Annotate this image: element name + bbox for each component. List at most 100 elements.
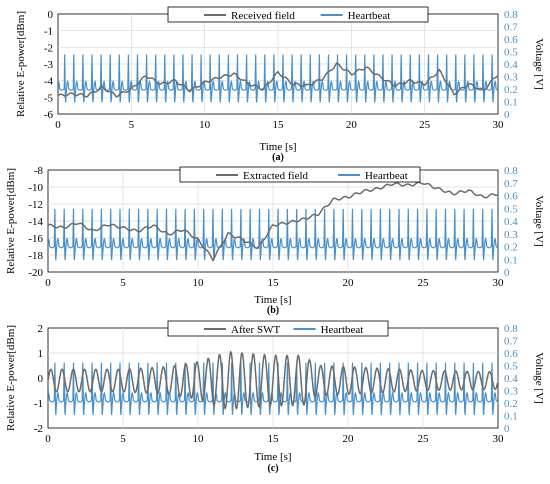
y-tick-label-left: -1 bbox=[34, 398, 43, 410]
y-tick-label-left: -16 bbox=[28, 233, 43, 245]
x-tick-label: 0 bbox=[45, 433, 51, 445]
y-tick-label-right: 0.3 bbox=[504, 72, 518, 84]
legend-box bbox=[179, 166, 421, 183]
y-tick-label-left: -5 bbox=[44, 92, 54, 104]
series-field bbox=[48, 350, 498, 410]
x-tick-label: 20 bbox=[343, 277, 355, 289]
chart-panel-b: 0 5 10 15 20 25 30-8-10-12-14-16-18-200.80.70.… bbox=[5, 165, 545, 316]
y-tick-label-right: 0.7 bbox=[504, 22, 518, 34]
x-tick-label: 15 bbox=[268, 433, 280, 445]
y-tick-label-right: 0 bbox=[504, 109, 510, 121]
y-tick-label-left: -2 bbox=[44, 42, 53, 54]
y-axis-title-right: Voltage [V] bbox=[533, 38, 545, 89]
panel-caption: (c) bbox=[267, 463, 278, 474]
x-tick-label: 25 bbox=[419, 119, 431, 131]
legend-label-field: After SWT bbox=[231, 324, 280, 336]
legend-label-heartbeat: Heartbeat bbox=[365, 170, 408, 182]
y-tick-label-right: 0.3 bbox=[504, 229, 518, 241]
y-tick-label-right: 0.4 bbox=[504, 216, 518, 228]
x-tick-label: 30 bbox=[493, 119, 505, 131]
y-tick-label-right: 0.6 bbox=[504, 348, 518, 360]
x-tick-label: 0 bbox=[55, 119, 61, 131]
y-tick-label-right: 0.4 bbox=[504, 59, 518, 71]
panel-caption: (a) bbox=[272, 152, 284, 163]
legend-box bbox=[167, 6, 429, 23]
y-tick-label-right: 0.2 bbox=[504, 84, 518, 96]
y-tick-label-left: 0 bbox=[48, 9, 54, 21]
x-axis-title: Time [s] bbox=[254, 294, 291, 306]
y-tick-label-right: 0.6 bbox=[504, 34, 518, 46]
x-tick-label: 5 bbox=[120, 277, 126, 289]
y-tick-label-right: 0.8 bbox=[504, 165, 518, 177]
y-tick-label-right: 0.5 bbox=[504, 361, 518, 373]
y-axis-title-right: Voltage [V] bbox=[533, 195, 545, 246]
y-tick-label-right: 0.6 bbox=[504, 191, 518, 203]
y-tick-label-left: -20 bbox=[28, 267, 43, 279]
y-tick-label-right: 0.7 bbox=[504, 178, 518, 190]
y-tick-label-left: -18 bbox=[28, 250, 43, 262]
y-axis-title-left: Relative E-power[dBm] bbox=[15, 11, 27, 117]
y-tick-label-left: -8 bbox=[34, 165, 44, 177]
x-tick-label: 5 bbox=[129, 119, 135, 131]
panel-caption: (b) bbox=[267, 305, 279, 316]
y-tick-label-left: -4 bbox=[44, 76, 54, 88]
x-tick-label: 20 bbox=[346, 119, 358, 131]
chart-panel-c: 0 5 10 15 20 25 30210-1-20.80.70.60.50.40.30.2… bbox=[5, 320, 545, 474]
x-tick-label: 5 bbox=[120, 433, 126, 445]
legend-label-field: Extracted field bbox=[243, 170, 309, 182]
y-tick-label-right: 0.3 bbox=[504, 386, 518, 398]
y-tick-label-left: 2 bbox=[38, 323, 44, 335]
x-tick-label: 15 bbox=[273, 119, 285, 131]
x-tick-label: 30 bbox=[493, 433, 505, 445]
series-heartbeat bbox=[58, 54, 498, 103]
legend: Extracted field Heartbeat bbox=[179, 166, 421, 183]
x-tick-label: 10 bbox=[193, 433, 205, 445]
y-tick-label-left: -2 bbox=[34, 423, 43, 435]
x-tick-label: 20 bbox=[343, 433, 355, 445]
y-tick-label-right: 0.1 bbox=[504, 97, 518, 109]
y-tick-label-right: 0.7 bbox=[504, 336, 518, 348]
legend-box bbox=[167, 320, 389, 337]
y-tick-label-right: 0 bbox=[504, 267, 510, 279]
series-field bbox=[58, 62, 498, 98]
y-tick-label-right: 0.5 bbox=[504, 203, 518, 215]
x-tick-label: 10 bbox=[199, 119, 211, 131]
y-tick-label-left: 1 bbox=[38, 348, 44, 360]
y-tick-label-left: -6 bbox=[44, 109, 54, 121]
legend: After SWT Heartbeat bbox=[167, 320, 389, 337]
legend-label-heartbeat: Heartbeat bbox=[348, 10, 391, 22]
y-tick-label-right: 0.1 bbox=[504, 411, 518, 423]
x-tick-label: 25 bbox=[418, 277, 430, 289]
y-tick-label-left: 0 bbox=[38, 373, 44, 385]
y-tick-label-left: -14 bbox=[28, 216, 43, 228]
y-tick-label-right: 0.2 bbox=[504, 242, 518, 254]
y-tick-label-left: -12 bbox=[28, 199, 43, 211]
legend-label-field: Received field bbox=[231, 10, 295, 22]
x-tick-label: 10 bbox=[193, 277, 205, 289]
y-tick-label-right: 0.5 bbox=[504, 47, 518, 59]
legend-label-heartbeat: Heartbeat bbox=[321, 324, 364, 336]
y-axis-title-left: Relative E-power[dBm] bbox=[5, 325, 17, 431]
series-heartbeat bbox=[48, 208, 498, 261]
y-axis-title-left: Relative E-power[dBm] bbox=[5, 168, 17, 274]
y-tick-label-left: -10 bbox=[28, 182, 43, 194]
y-axis-title-right: Voltage [V] bbox=[533, 352, 545, 403]
x-tick-label: 30 bbox=[493, 277, 505, 289]
series-field bbox=[48, 181, 498, 262]
y-tick-label-right: 0.8 bbox=[504, 9, 518, 21]
x-axis-title: Time [s] bbox=[259, 141, 296, 153]
x-tick-label: 0 bbox=[45, 277, 51, 289]
y-tick-label-right: 0 bbox=[504, 423, 510, 435]
y-tick-label-left: -3 bbox=[44, 59, 54, 71]
y-tick-label-right: 0.4 bbox=[504, 373, 518, 385]
y-tick-label-right: 0.1 bbox=[504, 254, 518, 266]
y-tick-label-right: 0.2 bbox=[504, 398, 518, 410]
x-axis-title: Time [s] bbox=[254, 451, 291, 463]
y-tick-label-left: -1 bbox=[44, 26, 53, 38]
series-heartbeat bbox=[48, 362, 498, 415]
x-tick-label: 15 bbox=[268, 277, 280, 289]
y-tick-label-right: 0.8 bbox=[504, 323, 518, 335]
legend: Received field Heartbeat bbox=[167, 6, 429, 23]
chart-panel-a: 0 5 10 15 20 25 300-1-2-3-4-5-60.80.70.60.50.4… bbox=[15, 6, 545, 163]
